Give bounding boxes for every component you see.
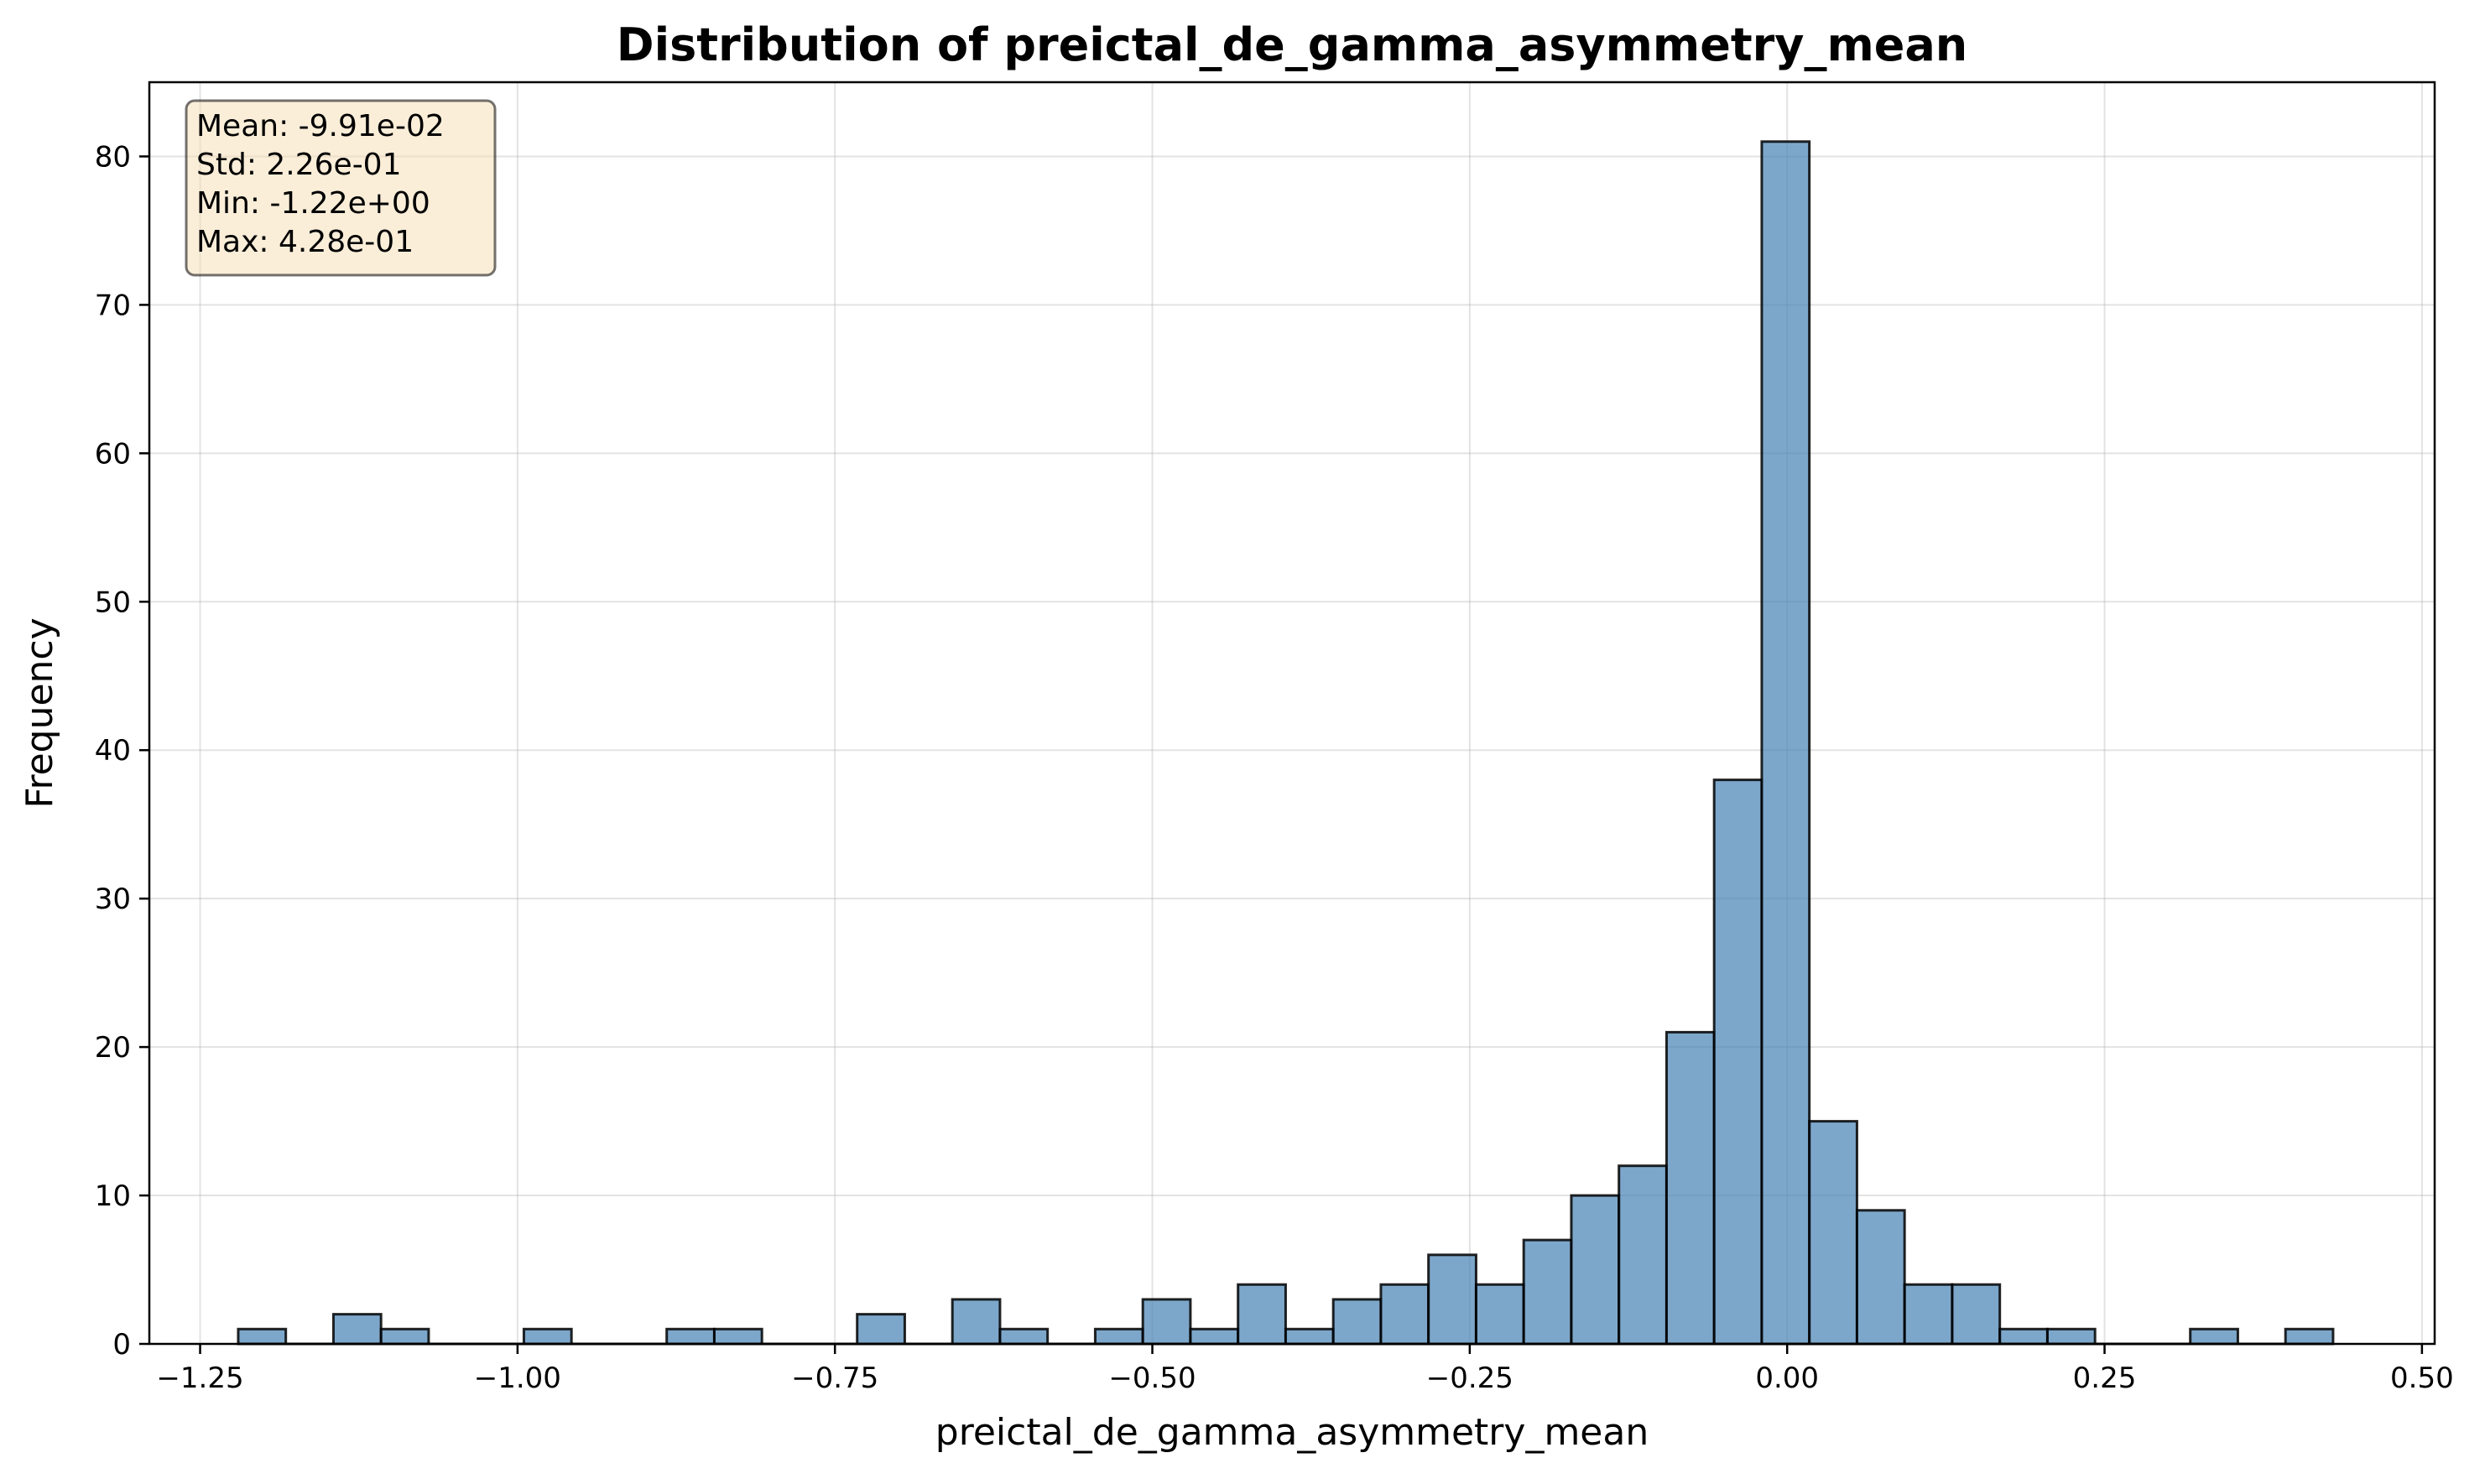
histogram-bar xyxy=(998,1327,1050,1346)
stats-min: Min: -1.22e+00 xyxy=(196,186,430,221)
y-tick-label: 70 xyxy=(95,289,131,322)
histogram-bar xyxy=(1712,778,1763,1346)
stats-mean: Mean: -9.91e-02 xyxy=(196,109,445,143)
histogram-bar xyxy=(712,1327,763,1346)
histogram-bar xyxy=(1808,1120,1858,1346)
histogram-bar xyxy=(2284,1327,2335,1346)
histogram-bar xyxy=(1237,1283,1287,1346)
histogram-bar xyxy=(1903,1283,1954,1346)
stats-std: Std: 2.26e-01 xyxy=(196,148,402,182)
histogram-bar xyxy=(1570,1194,1621,1346)
histogram-bar xyxy=(522,1327,573,1346)
plot-frame xyxy=(148,81,2436,1346)
x-tick-label: 0.00 xyxy=(1755,1362,1819,1395)
y-tick-label: 40 xyxy=(95,734,131,768)
stats-box: Mean: -9.91e-02 Std: 2.26e-01 Min: -1.22… xyxy=(185,99,497,277)
histogram-bar xyxy=(1618,1164,1668,1346)
histogram-bar xyxy=(1093,1327,1144,1346)
histogram-bar xyxy=(1855,1209,1906,1346)
y-tick-label: 80 xyxy=(95,140,131,174)
axis-ticks: −1.25 −1.00 −0.75 −0.50 −0.25 0.00 0.25 0.50 0 10… xyxy=(95,140,2454,1395)
histogram-bar xyxy=(1664,1030,1716,1346)
y-tick-label: 20 xyxy=(95,1031,131,1065)
histogram-bar xyxy=(1951,1283,2002,1346)
histogram-bar xyxy=(2189,1327,2239,1346)
x-tick-label: −1.25 xyxy=(156,1362,243,1395)
y-axis-label: Frequency xyxy=(18,617,61,808)
histogram-bar xyxy=(665,1327,716,1346)
x-tick-label: −0.50 xyxy=(1108,1362,1196,1395)
x-axis-label: preictal_de_gamma_asymmetry_mean xyxy=(935,1411,1649,1454)
histogram-bar xyxy=(1522,1238,1573,1346)
chart-title: Distribution of preictal_de_gamma_asymme… xyxy=(617,18,1967,71)
stats-max: Max: 4.28e-01 xyxy=(196,225,414,259)
histogram-bar xyxy=(379,1327,430,1346)
histogram-bar xyxy=(1427,1253,1477,1346)
y-tick-label: 60 xyxy=(95,437,131,471)
histogram-bar xyxy=(1474,1283,1525,1346)
histogram-bar xyxy=(1189,1327,1240,1346)
y-tick-label: 10 xyxy=(95,1179,131,1213)
histogram-bar xyxy=(237,1327,288,1346)
histogram-bar xyxy=(856,1313,906,1346)
y-tick-label: 0 xyxy=(112,1328,131,1362)
x-tick-label: −0.25 xyxy=(1426,1362,1513,1395)
x-tick-label: 0.50 xyxy=(2390,1362,2454,1395)
x-tick-label: −0.75 xyxy=(791,1362,878,1395)
y-tick-label: 50 xyxy=(95,586,131,619)
histogram-bar xyxy=(951,1298,1002,1346)
histogram-bar xyxy=(2045,1327,2097,1346)
histogram-bar xyxy=(1141,1298,1192,1346)
histogram-bar xyxy=(331,1313,383,1346)
x-tick-label: −1.00 xyxy=(474,1362,561,1395)
stats-box-background xyxy=(185,99,497,277)
histogram-bar xyxy=(1998,1327,2049,1346)
x-tick-label: 0.25 xyxy=(2073,1362,2137,1395)
histogram-bar xyxy=(1284,1327,1335,1346)
histogram-bar xyxy=(1331,1298,1383,1346)
y-tick-label: 30 xyxy=(95,883,131,916)
histogram-bar xyxy=(1379,1283,1430,1346)
histogram-bar xyxy=(1760,140,1811,1346)
